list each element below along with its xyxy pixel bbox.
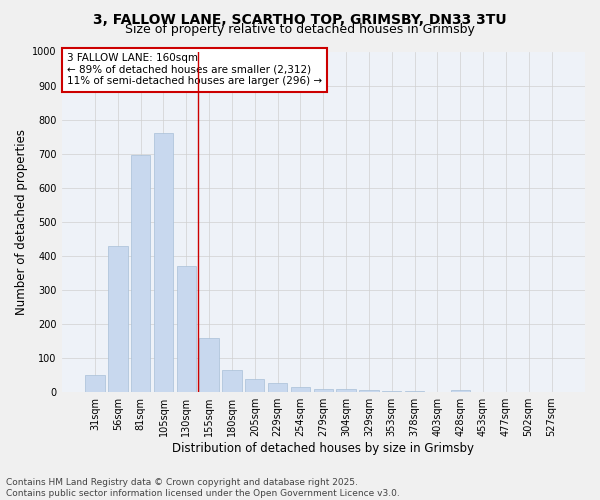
Bar bbox=[382, 391, 401, 392]
Text: 3, FALLOW LANE, SCARTHO TOP, GRIMSBY, DN33 3TU: 3, FALLOW LANE, SCARTHO TOP, GRIMSBY, DN… bbox=[93, 12, 507, 26]
Bar bbox=[199, 338, 219, 392]
Bar bbox=[245, 380, 265, 392]
Bar bbox=[85, 375, 105, 392]
Bar bbox=[108, 246, 128, 392]
Bar bbox=[359, 390, 379, 392]
Text: Contains HM Land Registry data © Crown copyright and database right 2025.
Contai: Contains HM Land Registry data © Crown c… bbox=[6, 478, 400, 498]
Bar bbox=[337, 390, 356, 392]
Bar bbox=[131, 156, 151, 392]
Y-axis label: Number of detached properties: Number of detached properties bbox=[15, 129, 28, 315]
Text: 3 FALLOW LANE: 160sqm
← 89% of detached houses are smaller (2,312)
11% of semi-d: 3 FALLOW LANE: 160sqm ← 89% of detached … bbox=[67, 53, 322, 86]
Text: Size of property relative to detached houses in Grimsby: Size of property relative to detached ho… bbox=[125, 22, 475, 36]
Bar bbox=[154, 133, 173, 392]
Bar bbox=[176, 266, 196, 392]
X-axis label: Distribution of detached houses by size in Grimsby: Distribution of detached houses by size … bbox=[172, 442, 474, 455]
Bar bbox=[291, 387, 310, 392]
Bar bbox=[222, 370, 242, 392]
Bar bbox=[314, 388, 333, 392]
Bar bbox=[268, 382, 287, 392]
Bar bbox=[451, 390, 470, 392]
